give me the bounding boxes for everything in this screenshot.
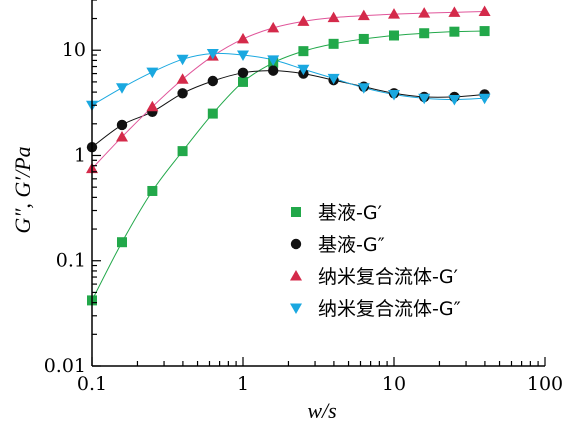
legend-marker bbox=[290, 270, 302, 281]
data-point bbox=[147, 185, 158, 196]
data-point bbox=[479, 26, 490, 37]
data-point bbox=[176, 73, 189, 84]
data-point bbox=[176, 54, 189, 66]
data-point bbox=[478, 5, 491, 17]
data-point bbox=[389, 30, 399, 41]
legend-label: 基液-G′ bbox=[318, 202, 382, 224]
axes bbox=[91, 0, 546, 367]
data-point bbox=[418, 93, 431, 105]
series-points bbox=[86, 5, 491, 306]
data-point bbox=[449, 26, 460, 37]
data-point bbox=[388, 89, 400, 101]
data-point bbox=[267, 55, 280, 66]
legend-marker bbox=[290, 303, 302, 314]
data-point bbox=[268, 65, 279, 76]
data-point bbox=[328, 38, 339, 49]
legend-marker bbox=[291, 207, 301, 217]
data-point bbox=[419, 28, 430, 39]
data-point bbox=[357, 9, 370, 21]
y-tick-label: 0.01 bbox=[44, 355, 86, 377]
x-tick-label: 100 bbox=[527, 373, 563, 395]
data-point bbox=[177, 146, 188, 157]
legend-label: 基液-G″ bbox=[318, 234, 385, 256]
data-point bbox=[116, 237, 127, 248]
series-lines bbox=[91, 11, 485, 301]
data-point bbox=[267, 21, 280, 33]
x-tick-label: 0.1 bbox=[77, 373, 107, 395]
data-point bbox=[297, 64, 310, 76]
legend-label: 纳米复合流体-G′ bbox=[318, 266, 458, 288]
data-point bbox=[297, 15, 310, 26]
data-point bbox=[207, 108, 218, 119]
data-point bbox=[115, 83, 128, 94]
data-point bbox=[298, 46, 309, 57]
data-point bbox=[448, 6, 461, 17]
data-point bbox=[177, 88, 188, 99]
y-axis-title: G″, G′/Pa bbox=[10, 146, 35, 233]
x-axis-title: w/s bbox=[307, 398, 336, 423]
data-point bbox=[418, 7, 431, 18]
data-point bbox=[388, 8, 400, 19]
y-tick-label: 0.1 bbox=[56, 250, 86, 272]
x-tick-label: 1 bbox=[237, 373, 249, 395]
data-point bbox=[358, 33, 369, 44]
data-point bbox=[238, 76, 248, 87]
data-point bbox=[146, 67, 159, 79]
data-point bbox=[357, 83, 370, 94]
data-point bbox=[237, 67, 249, 79]
data-point bbox=[448, 95, 461, 106]
data-point bbox=[115, 130, 128, 142]
data-point bbox=[207, 75, 219, 87]
data-point bbox=[237, 50, 249, 62]
data-point bbox=[327, 11, 340, 23]
data-point bbox=[237, 32, 249, 44]
y-tick-label: 1 bbox=[74, 144, 86, 166]
x-tick-label: 10 bbox=[382, 373, 406, 395]
data-point bbox=[206, 49, 219, 60]
legend-marker bbox=[290, 238, 302, 250]
data-point bbox=[327, 73, 340, 85]
legend-label: 纳米复合流体-G″ bbox=[318, 298, 461, 320]
legend: 基液-G′ 基液-G″ 纳米复合流体-G′ 纳米复合流体-G″ bbox=[290, 202, 461, 320]
data-point bbox=[116, 119, 128, 131]
data-point bbox=[478, 93, 491, 105]
data-point bbox=[146, 100, 159, 112]
y-tick-label: 10 bbox=[62, 39, 86, 61]
